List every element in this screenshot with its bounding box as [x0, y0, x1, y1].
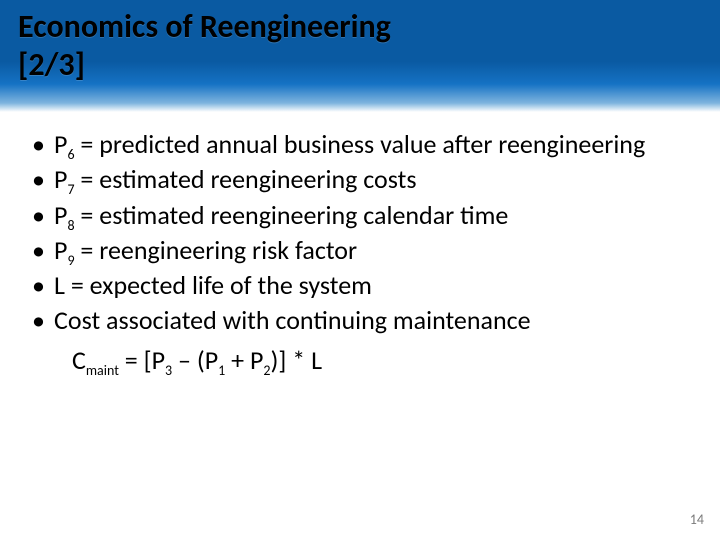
bullet-text: = estimated reengineering calendar time — [75, 199, 509, 231]
bullet-item: P7 = estimated reengineering costs — [28, 163, 692, 196]
title-line-2: [2/3] — [18, 45, 85, 84]
formula-sub2: 2 — [263, 362, 270, 379]
bullet-subscript: 9 — [67, 252, 74, 269]
formula-mid2: + P — [225, 344, 263, 376]
bullet-text: = predicted annual business value after … — [75, 128, 646, 160]
bullet-item: P9 = reengineering risk factor — [28, 234, 692, 267]
bullet-subscript: 6 — [67, 146, 74, 163]
bullet-item: L = expected life of the system — [28, 269, 692, 302]
bullet-var: L — [54, 269, 71, 301]
formula-mid1: – (P — [172, 344, 218, 376]
bullet-item: P8 = estimated reengineering calendar ti… — [28, 199, 692, 232]
page-number: 14 — [690, 511, 704, 528]
bullet-subscript: 8 — [67, 217, 74, 234]
bullet-text: Cost associated with continuing maintena… — [54, 304, 531, 336]
formula: Cmaint = [P3 – (P1 + P2)] * L — [28, 344, 692, 376]
bullet-subscript: 7 — [67, 181, 74, 198]
formula-lhs-sub: maint — [86, 362, 119, 379]
bullet-text: = estimated reengineering costs — [75, 163, 417, 195]
formula-lhs-base: C — [72, 344, 86, 376]
bullet-text: = reengineering risk factor — [75, 234, 358, 266]
bullet-item: Cost associated with continuing maintena… — [28, 304, 692, 337]
slide-header: Economics of Reengineering [2/3] — [0, 0, 720, 112]
bullet-text: = expected life of the system — [71, 269, 372, 301]
slide: Economics of Reengineering [2/3] P6 = pr… — [0, 0, 720, 540]
title-line-1: Economics of Reengineering — [18, 7, 391, 46]
formula-tail: )] * L — [271, 344, 323, 376]
bullet-var: P — [54, 199, 67, 231]
bullet-list: P6 = predicted annual business value aft… — [28, 128, 692, 338]
formula-eq: = [P — [119, 344, 165, 376]
slide-body: P6 = predicted annual business value aft… — [0, 112, 720, 376]
bullet-item: P6 = predicted annual business value aft… — [28, 128, 692, 161]
slide-title: Economics of Reengineering [2/3] — [18, 8, 702, 85]
bullet-var: P — [54, 234, 67, 266]
bullet-var: P — [54, 128, 67, 160]
bullet-var: P — [54, 163, 67, 195]
